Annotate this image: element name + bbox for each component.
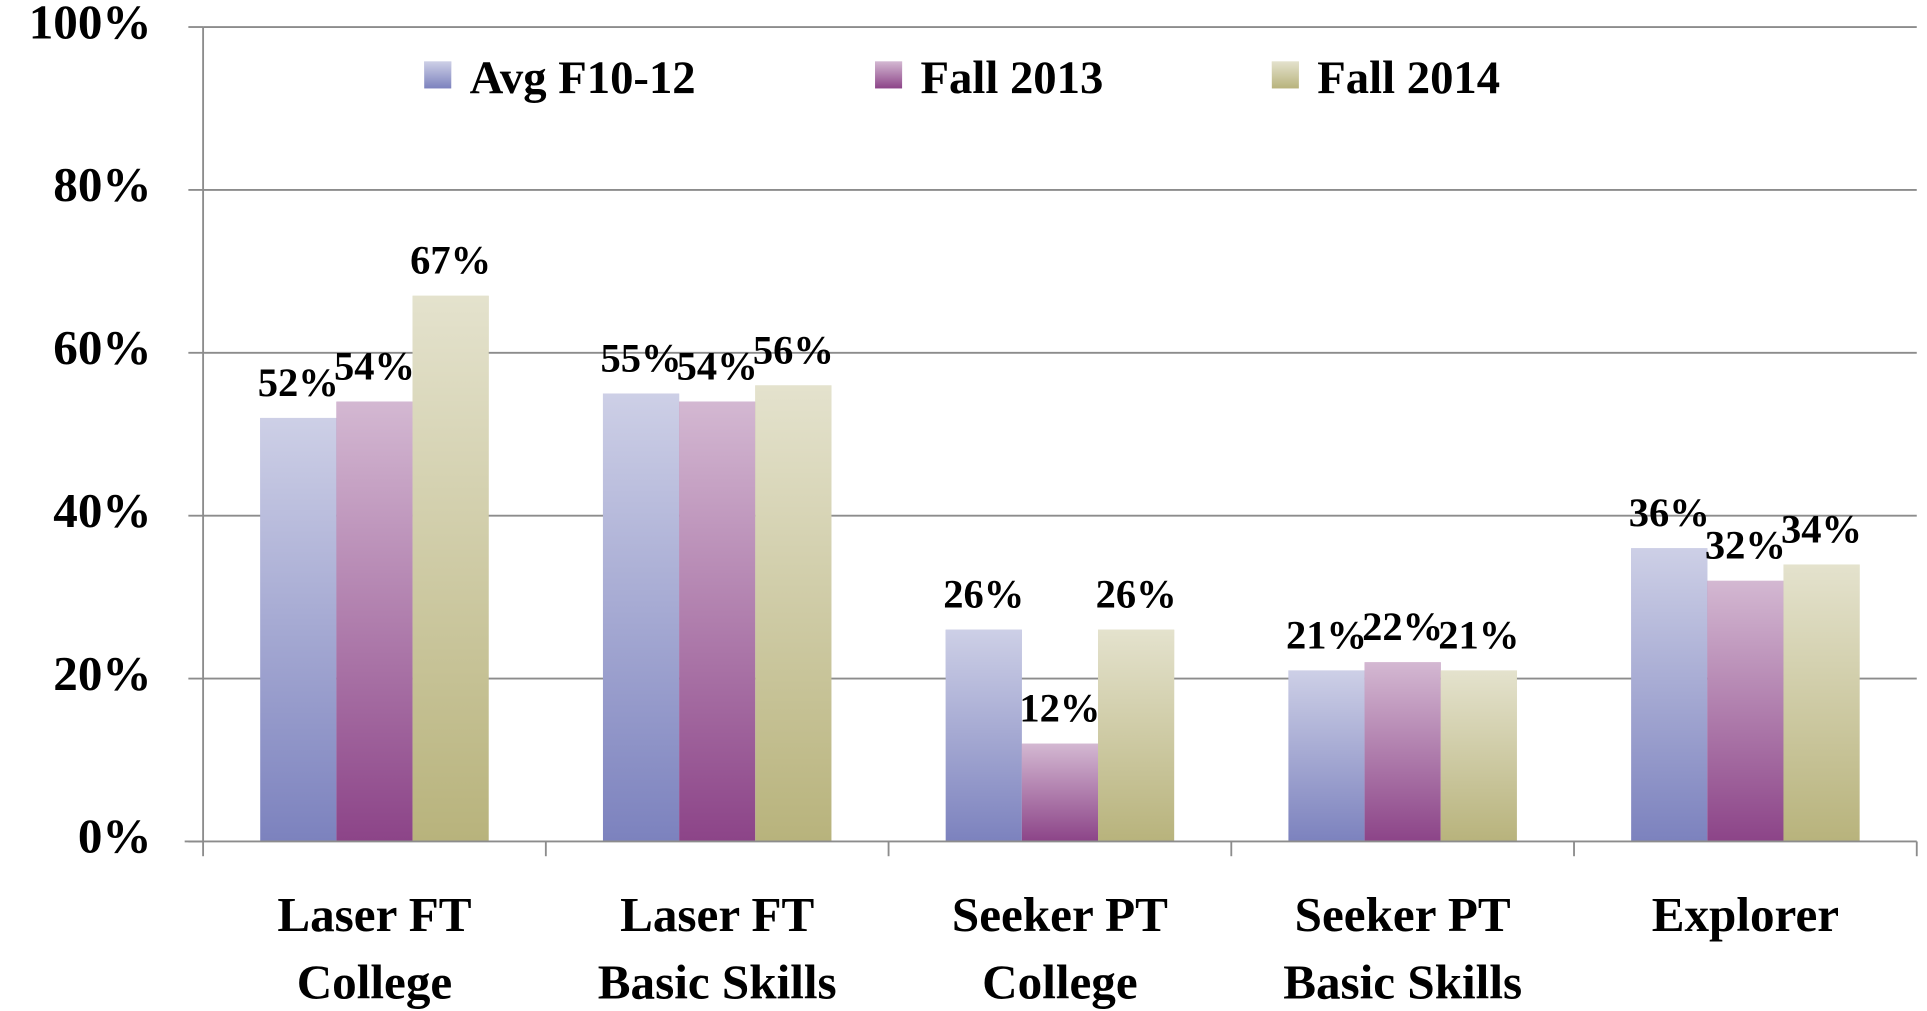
x-tick-label: College — [297, 955, 453, 1010]
data-label: 32% — [1705, 523, 1786, 568]
data-label: 21% — [1438, 612, 1519, 657]
bar-sheen — [602, 393, 680, 842]
legend-swatch-sheen — [1271, 61, 1299, 89]
data-label: 36% — [1629, 490, 1710, 535]
data-label: 67% — [410, 238, 491, 283]
y-tick-label: 40% — [53, 483, 151, 538]
x-tick-label: Seeker PT — [1295, 887, 1511, 942]
bar-sheen — [755, 385, 832, 842]
y-tick-label: 100% — [29, 0, 152, 49]
legend-swatch-sheen — [875, 61, 903, 89]
x-tick-label: Laser FT — [620, 887, 814, 942]
x-tick-label: Seeker PT — [952, 887, 1168, 942]
x-tick-label: Basic Skills — [1283, 955, 1522, 1010]
bar-sheen — [260, 417, 337, 842]
data-label: 26% — [1096, 572, 1177, 617]
data-label: 34% — [1781, 506, 1862, 551]
y-tick-label: 80% — [53, 157, 151, 212]
bar-sheen — [1098, 629, 1175, 842]
legend-label: Avg F10-12 — [470, 52, 696, 104]
y-tick-label: 60% — [53, 320, 151, 375]
data-label: 22% — [1362, 604, 1443, 649]
data-label: 56% — [753, 327, 834, 372]
data-label: 52% — [258, 360, 339, 405]
bar-sheen — [1440, 670, 1517, 842]
bar-sheen — [945, 629, 1022, 842]
y-tick-label: 20% — [53, 646, 151, 701]
data-label: 55% — [601, 335, 682, 380]
data-label: 12% — [1019, 686, 1100, 731]
x-tick-label: Basic Skills — [598, 955, 837, 1010]
bar-sheen — [1288, 670, 1365, 842]
bar-sheen — [1021, 743, 1099, 842]
bar-sheen — [1631, 548, 1708, 842]
data-label: 21% — [1286, 612, 1367, 657]
bar-sheen — [1783, 564, 1860, 842]
x-tick-label: Explorer — [1652, 887, 1839, 942]
bar-sheen — [679, 401, 756, 842]
bar-sheen — [1707, 580, 1784, 842]
bar-sheen — [1364, 662, 1441, 842]
y-tick-label: 0% — [78, 809, 152, 864]
data-label: 54% — [334, 344, 415, 389]
legend-swatch-sheen — [424, 61, 452, 89]
legend-label: Fall 2014 — [1317, 52, 1500, 104]
data-label: 54% — [677, 344, 758, 389]
legend-label: Fall 2013 — [921, 52, 1104, 104]
x-tick-label: College — [982, 955, 1138, 1010]
data-label: 26% — [943, 572, 1024, 617]
x-tick-label: Laser FT — [277, 887, 471, 942]
bar-sheen — [336, 401, 413, 842]
bar-sheen — [412, 295, 489, 842]
